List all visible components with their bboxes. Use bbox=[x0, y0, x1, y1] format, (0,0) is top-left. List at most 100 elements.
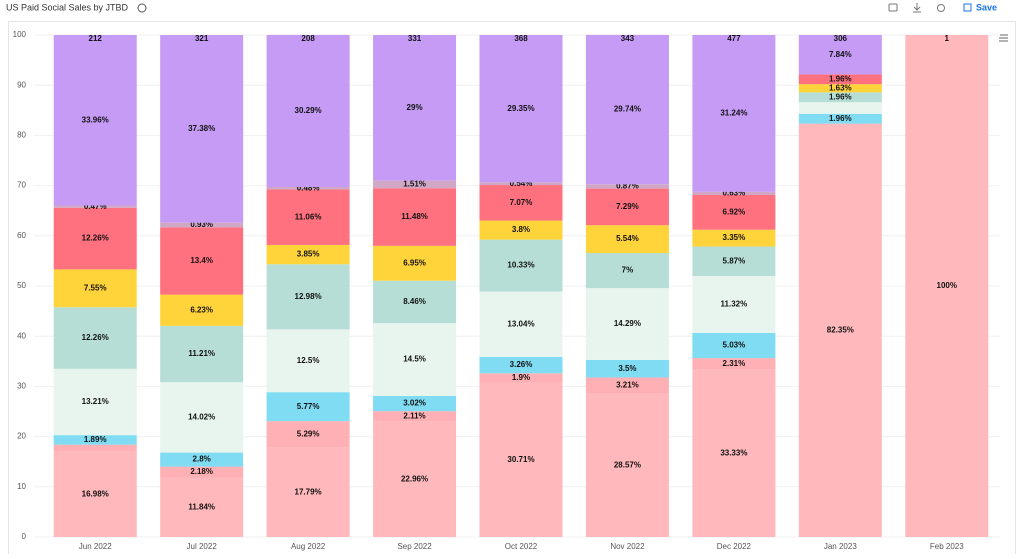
data-label: 3.5% bbox=[618, 364, 636, 373]
bar-segment bbox=[373, 180, 457, 189]
total-label: 368 bbox=[514, 34, 528, 43]
data-label: 11.06% bbox=[295, 212, 322, 221]
bar-segment bbox=[479, 185, 563, 221]
save-button[interactable]: Save bbox=[976, 2, 997, 12]
bar-segment bbox=[479, 291, 563, 357]
data-label: 1.63% bbox=[829, 83, 852, 92]
bar-segment bbox=[266, 34, 350, 188]
data-label: 2.18% bbox=[190, 467, 213, 476]
x-tick-label: Feb 2023 bbox=[930, 542, 964, 551]
data-label: 0.47% bbox=[84, 202, 107, 211]
total-label: 331 bbox=[408, 34, 422, 43]
data-label: 17.79% bbox=[295, 487, 322, 496]
data-label: 29% bbox=[407, 103, 423, 112]
data-label: 31.24% bbox=[720, 109, 747, 118]
bar-segment bbox=[53, 205, 137, 208]
data-label: 0.48% bbox=[297, 183, 320, 192]
bar-segment bbox=[266, 447, 350, 537]
bar-segment bbox=[798, 84, 882, 93]
data-label: 29.74% bbox=[614, 105, 641, 114]
dashboard-title: US Paid Social Sales by JTBD bbox=[6, 2, 129, 12]
bar-segment bbox=[373, 411, 457, 422]
bar-segment bbox=[585, 393, 669, 537]
refresh-icon[interactable] bbox=[937, 4, 945, 12]
bar-segment bbox=[692, 191, 776, 195]
bar-segment bbox=[160, 227, 244, 295]
x-tick-label: Oct 2022 bbox=[505, 542, 538, 551]
bar-segment bbox=[53, 435, 137, 445]
download-icon[interactable] bbox=[913, 3, 921, 13]
bar-segment bbox=[266, 189, 350, 245]
bar-segment bbox=[585, 359, 669, 378]
bar-segment bbox=[692, 246, 776, 277]
data-label: 11.84% bbox=[188, 502, 215, 511]
y-tick-label: 10 bbox=[17, 482, 26, 491]
data-label: 6.92% bbox=[723, 207, 746, 216]
data-label: 1.89% bbox=[84, 435, 107, 444]
bar-segment bbox=[373, 188, 457, 246]
x-tick-label: Aug 2022 bbox=[291, 542, 326, 551]
save-icon[interactable] bbox=[963, 3, 972, 12]
bar-segment bbox=[692, 229, 776, 247]
data-label: 3.02% bbox=[403, 399, 426, 408]
bar-segment bbox=[585, 34, 669, 185]
data-label: 1.96% bbox=[829, 114, 852, 123]
bar-segment bbox=[266, 187, 350, 190]
bar-segment bbox=[798, 74, 882, 85]
bar-segment bbox=[373, 323, 457, 396]
chart-panel bbox=[8, 21, 1016, 559]
total-label: 306 bbox=[834, 34, 848, 43]
data-label: 30.29% bbox=[295, 106, 322, 115]
comment-icon[interactable] bbox=[888, 3, 898, 12]
total-label: 477 bbox=[727, 34, 741, 43]
info-icon[interactable] bbox=[137, 3, 147, 13]
data-label: 3.8% bbox=[512, 225, 530, 234]
data-label: 7.84% bbox=[829, 50, 852, 59]
data-label: 14.29% bbox=[614, 319, 641, 328]
data-label: 12.26% bbox=[82, 333, 109, 342]
data-label: 3.35% bbox=[723, 233, 746, 242]
data-label: 12.26% bbox=[82, 234, 109, 243]
bar-segment bbox=[266, 421, 350, 448]
bar-segment bbox=[373, 395, 457, 412]
bar-segment bbox=[373, 421, 457, 537]
bar-segment bbox=[479, 382, 563, 537]
bar-segment bbox=[479, 182, 563, 186]
data-label: 22.96% bbox=[401, 474, 428, 483]
y-tick-label: 70 bbox=[17, 181, 26, 190]
bar-segment bbox=[53, 207, 137, 270]
bar-segment bbox=[585, 225, 669, 254]
bar-segment bbox=[798, 35, 882, 75]
data-label: 13.21% bbox=[82, 397, 109, 406]
x-tick-label: Jul 2022 bbox=[187, 542, 218, 551]
total-label: 343 bbox=[621, 34, 635, 43]
total-label: 212 bbox=[89, 34, 103, 43]
total-label: 321 bbox=[195, 34, 209, 43]
x-tick-label: Dec 2022 bbox=[717, 542, 752, 551]
data-label: 0.93% bbox=[190, 220, 213, 229]
data-label: 6.23% bbox=[190, 305, 213, 314]
data-label: 5.54% bbox=[616, 234, 639, 243]
bar-segment bbox=[160, 477, 244, 537]
data-label: 82.35% bbox=[827, 325, 854, 334]
data-label: 7.55% bbox=[84, 283, 107, 292]
bar-segment bbox=[160, 466, 244, 478]
bar-segment bbox=[160, 294, 244, 326]
x-tick-label: Jan 2023 bbox=[824, 542, 857, 551]
data-label: 5.29% bbox=[297, 430, 320, 439]
menu-icon[interactable] bbox=[999, 34, 1008, 42]
bar-segment bbox=[798, 123, 882, 537]
data-label: 11.48% bbox=[401, 212, 428, 221]
data-label: 3.21% bbox=[616, 381, 639, 390]
bar-segment bbox=[160, 382, 244, 453]
data-label: 7% bbox=[622, 266, 634, 275]
data-label: 37.38% bbox=[188, 124, 215, 133]
data-label: 16.98% bbox=[82, 489, 109, 498]
bar-segment bbox=[266, 244, 350, 265]
y-tick-label: 30 bbox=[17, 382, 26, 391]
total-label: 1 bbox=[945, 34, 950, 43]
y-tick-label: 60 bbox=[17, 231, 26, 240]
bar-segment bbox=[692, 332, 776, 359]
bar-segment bbox=[585, 377, 669, 394]
